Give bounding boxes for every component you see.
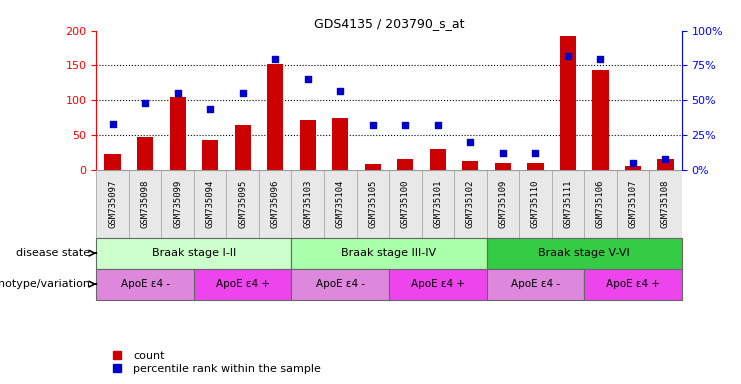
Point [236,90,248,96]
Text: ApoE ε4 +: ApoE ε4 + [606,279,660,289]
Text: ApoE ε4 -: ApoE ε4 - [511,279,560,289]
Point [432,122,444,128]
Text: GSM735098: GSM735098 [141,180,150,228]
Bar [462,161,479,170]
Text: Braak stage V-VI: Braak stage V-VI [538,248,630,258]
Text: Braak stage III-IV: Braak stage III-IV [342,248,436,258]
Point [367,122,379,128]
Point [269,55,281,61]
Text: GSM735097: GSM735097 [108,180,117,228]
Text: GSM735108: GSM735108 [661,180,670,228]
Bar [365,164,381,170]
Text: GSM735110: GSM735110 [531,180,540,228]
Bar [625,166,641,170]
Point [627,160,639,166]
Bar [332,118,348,170]
Bar [194,269,291,300]
Bar [495,163,511,170]
Text: ApoE ε4 -: ApoE ε4 - [121,279,170,289]
Bar [235,124,250,170]
Bar [291,269,389,300]
Point [529,150,541,156]
Text: GSM735111: GSM735111 [563,180,572,228]
Legend: count, percentile rank within the sample: count, percentile rank within the sample [102,346,325,379]
Point [659,156,671,162]
Bar [397,159,413,170]
Bar [170,97,186,170]
Bar [430,149,446,170]
Text: GSM735095: GSM735095 [238,180,247,228]
Bar [389,269,487,300]
Text: GSM735105: GSM735105 [368,180,377,228]
Bar [592,70,608,170]
Bar [584,269,682,300]
Text: GSM735104: GSM735104 [336,180,345,228]
Point [139,100,151,106]
Bar [267,64,283,170]
Bar [96,238,291,269]
Bar [291,238,487,269]
Text: GSM735107: GSM735107 [628,180,637,228]
Bar [104,154,121,170]
Bar [202,140,219,170]
Point [465,139,476,145]
Bar [528,163,543,170]
Text: Braak stage I-II: Braak stage I-II [152,248,236,258]
Point [594,55,606,61]
Point [497,150,509,156]
Point [302,76,313,83]
Text: GSM735106: GSM735106 [596,180,605,228]
Text: GSM735102: GSM735102 [466,180,475,228]
Text: GSM735094: GSM735094 [206,180,215,228]
Bar [487,269,584,300]
Point [205,106,216,112]
Text: GSM735109: GSM735109 [499,180,508,228]
Point [562,53,574,59]
Text: genotype/variation: genotype/variation [0,279,90,289]
Bar [299,120,316,170]
Text: GSM735103: GSM735103 [303,180,312,228]
Text: GSM735101: GSM735101 [433,180,442,228]
Bar [96,269,194,300]
Bar [487,238,682,269]
Text: GSM735100: GSM735100 [401,180,410,228]
Text: GSM735096: GSM735096 [270,180,279,228]
Title: GDS4135 / 203790_s_at: GDS4135 / 203790_s_at [313,17,465,30]
Text: ApoE ε4 +: ApoE ε4 + [411,279,465,289]
Bar [137,137,153,170]
Text: ApoE ε4 +: ApoE ε4 + [216,279,270,289]
Text: ApoE ε4 -: ApoE ε4 - [316,279,365,289]
Point [107,121,119,127]
Point [334,88,346,94]
Point [172,90,184,96]
Text: GSM735099: GSM735099 [173,180,182,228]
Point [399,122,411,128]
Bar [559,36,576,170]
Text: disease state: disease state [16,248,90,258]
Bar [657,159,674,170]
